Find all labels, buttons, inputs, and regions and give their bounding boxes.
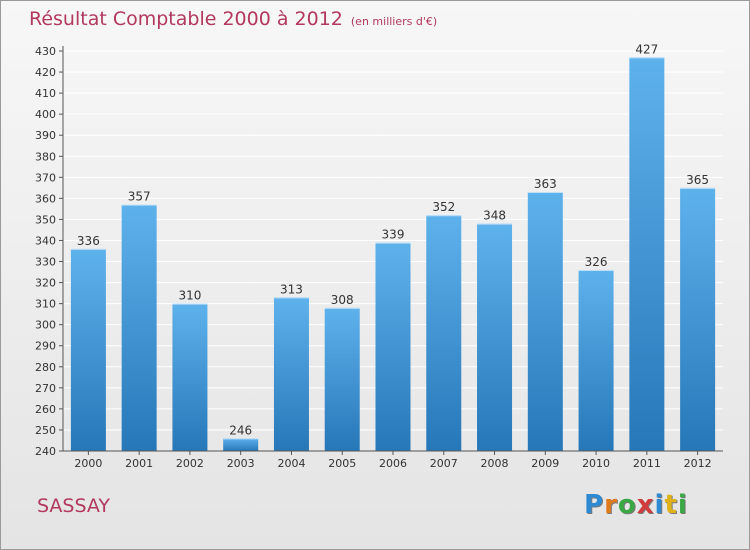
axes: 240 250 260 270 280 290 300 310 320 330 340 350 360 3… — [35, 45, 723, 470]
commune-name: SASSAY — [37, 495, 111, 517]
bar-2005 — [324, 307, 360, 451]
x-tick-label-2010: 2010 — [582, 457, 610, 470]
x-tick-label-2007: 2007 — [430, 457, 458, 470]
y-tick-label: 380 — [35, 150, 56, 163]
x-tick-label-2003: 2003 — [227, 457, 255, 470]
bar-2002 — [172, 303, 208, 451]
y-tick-label: 350 — [35, 213, 56, 226]
chart-title-text: Résultat Comptable 2000 à 2012 — [29, 8, 343, 30]
data-label-2004: 313 — [280, 282, 303, 296]
data-label-2005: 308 — [331, 293, 354, 307]
bar-2004 — [273, 297, 309, 451]
data-label-2003: 246 — [229, 423, 252, 437]
y-tick-label: 250 — [35, 424, 56, 437]
bar-2007 — [426, 215, 462, 451]
x-tick-label-2005: 2005 — [328, 457, 356, 470]
y-tick-label: 420 — [35, 66, 56, 79]
data-label-2007: 352 — [432, 200, 455, 214]
data-label-2006: 339 — [382, 228, 405, 242]
y-tick-label: 360 — [35, 192, 56, 205]
y-tick-label: 370 — [35, 171, 56, 184]
x-tick-label-2001: 2001 — [125, 457, 153, 470]
y-tick-label: 310 — [35, 298, 56, 311]
y-tick-label: 260 — [35, 403, 56, 416]
x-tick-label-2008: 2008 — [481, 457, 509, 470]
y-tick-label: 340 — [35, 234, 56, 247]
data-label-2008: 348 — [483, 209, 506, 223]
x-tick-label-2011: 2011 — [633, 457, 661, 470]
logo-letter: i — [654, 490, 665, 520]
logo-letter: x — [636, 490, 655, 520]
logo-letter: o — [617, 490, 637, 520]
data-labels: 336 357 310 246 313 308 339 352 348 363 326 427 365 — [77, 42, 709, 437]
logo-letter: r — [604, 490, 618, 520]
y-tick-label: 320 — [35, 277, 56, 290]
bar-2001 — [121, 204, 157, 451]
data-label-2010: 326 — [585, 255, 608, 269]
x-tick-label-2009: 2009 — [531, 457, 559, 470]
data-label-2002: 310 — [178, 289, 201, 303]
chart-title: Résultat Comptable 2000 à 2012 (en millie… — [29, 8, 437, 30]
y-tick-label: 390 — [35, 129, 56, 142]
x-tick-label-2012: 2012 — [684, 457, 712, 470]
x-tick-label-2000: 2000 — [74, 457, 102, 470]
x-tick-label-2004: 2004 — [277, 457, 305, 470]
data-label-2012: 365 — [686, 173, 709, 187]
y-tick-label: 410 — [35, 87, 56, 100]
data-label-2009: 363 — [534, 177, 557, 191]
chart-subtitle: (en milliers d'€) — [350, 15, 438, 28]
data-label-2011: 427 — [635, 42, 658, 56]
x-tick-label-2002: 2002 — [176, 457, 204, 470]
logo-letter: P — [584, 490, 605, 520]
bar-2011 — [629, 57, 665, 451]
y-tick-label: 290 — [35, 340, 56, 353]
bars — [70, 57, 716, 452]
proxiti-logo: Proxiti — [584, 490, 688, 520]
y-tick-label: 280 — [35, 361, 56, 374]
bar-2000 — [70, 248, 106, 451]
y-tick-label: 400 — [35, 108, 56, 121]
x-tick-label-2006: 2006 — [379, 457, 407, 470]
bar-2012 — [680, 187, 716, 451]
logo-letter: t — [664, 490, 678, 520]
bar-2008 — [477, 223, 513, 451]
bar-2010 — [578, 269, 614, 451]
y-tick-label: 430 — [35, 45, 56, 58]
y-tick-label: 330 — [35, 256, 56, 269]
data-label-2000: 336 — [77, 234, 100, 248]
y-tick-label: 240 — [35, 445, 56, 458]
data-label-2001: 357 — [128, 190, 151, 204]
logo-letter: i — [677, 490, 688, 520]
bar-2009 — [527, 192, 563, 452]
y-tick-label: 270 — [35, 382, 56, 395]
bar-2006 — [375, 242, 411, 451]
y-tick-label: 300 — [35, 319, 56, 332]
bar-2003 — [223, 438, 259, 451]
